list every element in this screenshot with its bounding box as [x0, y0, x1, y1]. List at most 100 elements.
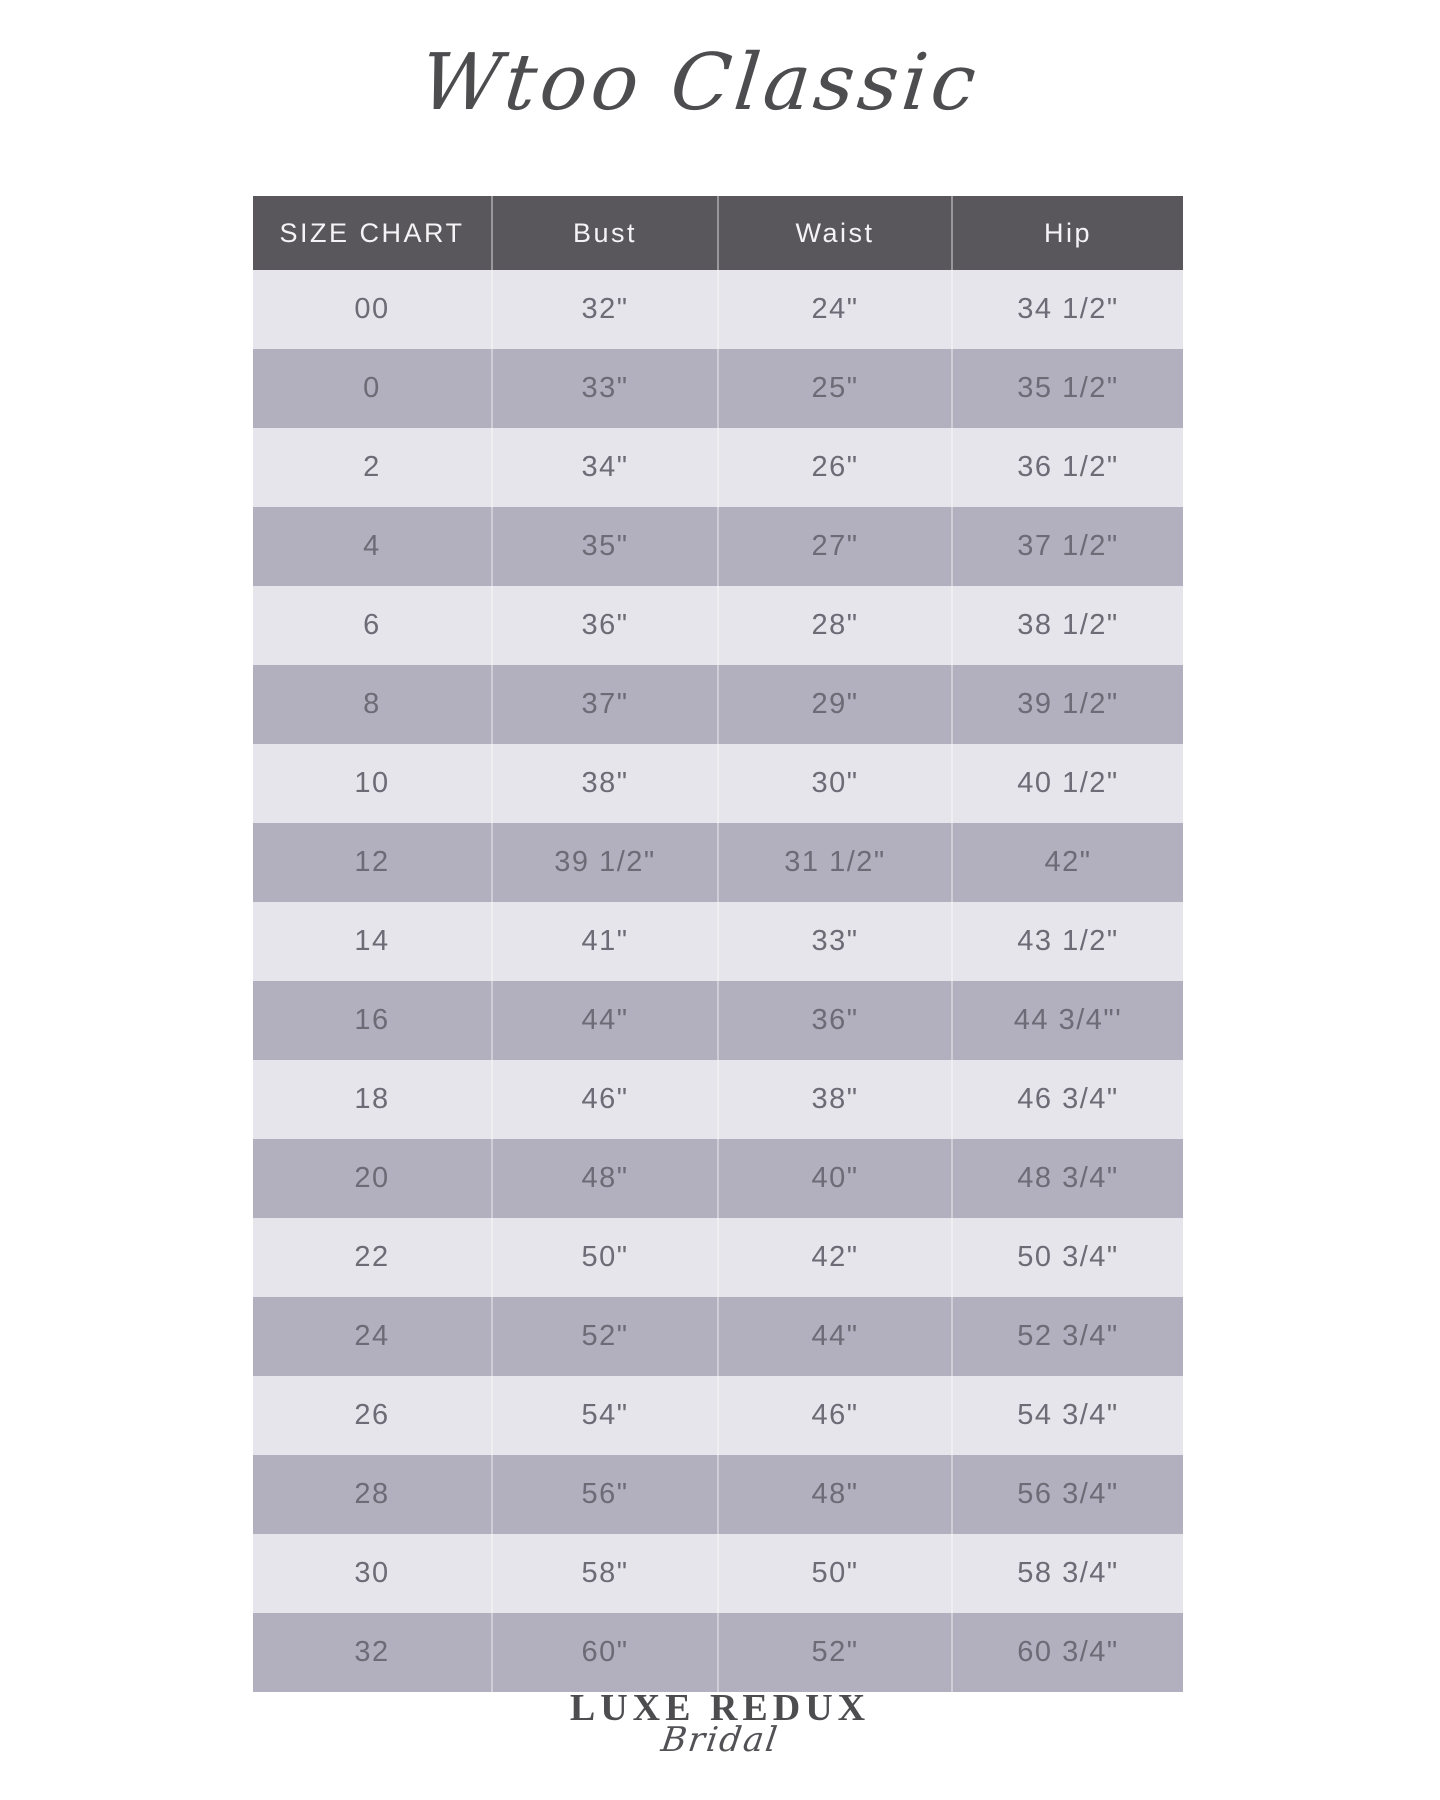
size-chart-body: 00 32" 24" 34 1/2" 0 33" 25" 35 1/2" 2 34" 26" 36 1…	[253, 270, 1183, 1692]
table-row: 18 46" 38" 46 3/4"	[253, 1060, 1183, 1139]
waist-cell: 36"	[717, 981, 952, 1060]
bust-cell: 38"	[491, 744, 718, 823]
hip-cell: 39 1/2"	[951, 665, 1183, 744]
hip-cell: 52 3/4"	[951, 1297, 1183, 1376]
header-waist: Waist	[717, 196, 952, 270]
size-chart-table: SIZE CHART Bust Waist Hip 00 32" 24" 34 1/2…	[253, 196, 1183, 1692]
waist-cell: 42"	[717, 1218, 952, 1297]
bust-cell: 34"	[491, 428, 718, 507]
bust-cell: 44"	[491, 981, 718, 1060]
waist-cell: 38"	[717, 1060, 952, 1139]
brand-name: LUXE REDUX	[569, 1687, 871, 1729]
waist-cell: 28"	[717, 586, 952, 665]
waist-cell: 50"	[717, 1534, 952, 1613]
hip-cell: 36 1/2"	[951, 428, 1183, 507]
table-row: 26 54" 46" 54 3/4"	[253, 1376, 1183, 1455]
table-row: 28 56" 48" 56 3/4"	[253, 1455, 1183, 1534]
size-cell: 10	[253, 744, 492, 823]
header-hip: Hip	[951, 196, 1183, 270]
size-cell: 00	[253, 270, 492, 349]
bust-cell: 33"	[491, 349, 718, 428]
bust-cell: 46"	[491, 1060, 718, 1139]
brand-logo: LUXE REDUX Bridal	[0, 1686, 1440, 1760]
waist-cell: 30"	[717, 744, 952, 823]
hip-cell: 38 1/2"	[951, 586, 1183, 665]
table-row: 16 44" 36" 44 3/4"'	[253, 981, 1183, 1060]
table-row: 30 58" 50" 58 3/4"	[253, 1534, 1183, 1613]
bust-cell: 37"	[491, 665, 718, 744]
waist-cell: 24"	[717, 270, 952, 349]
bust-cell: 54"	[491, 1376, 718, 1455]
waist-cell: 46"	[717, 1376, 952, 1455]
table-row: 14 41" 33" 43 1/2"	[253, 902, 1183, 981]
table-row: 20 48" 40" 48 3/4"	[253, 1139, 1183, 1218]
hip-cell: 42"	[951, 823, 1183, 902]
size-cell: 8	[253, 665, 492, 744]
table-row: 24 52" 44" 52 3/4"	[253, 1297, 1183, 1376]
hip-cell: 44 3/4"'	[951, 981, 1183, 1060]
hip-cell: 37 1/2"	[951, 507, 1183, 586]
size-cell: 2	[253, 428, 492, 507]
header-size-chart: SIZE CHART	[253, 196, 492, 270]
brand-sub-script: Bridal	[658, 1720, 782, 1760]
size-cell: 24	[253, 1297, 492, 1376]
waist-cell: 26"	[717, 428, 952, 507]
size-cell: 14	[253, 902, 492, 981]
hip-cell: 43 1/2"	[951, 902, 1183, 981]
bust-cell: 48"	[491, 1139, 718, 1218]
table-row: 10 38" 30" 40 1/2"	[253, 744, 1183, 823]
bust-cell: 60"	[491, 1613, 718, 1692]
table-row: 32 60" 52" 60 3/4"	[253, 1613, 1183, 1692]
hip-cell: 40 1/2"	[951, 744, 1183, 823]
bust-cell: 50"	[491, 1218, 718, 1297]
waist-cell: 44"	[717, 1297, 952, 1376]
hip-cell: 48 3/4"	[951, 1139, 1183, 1218]
table-row: 6 36" 28" 38 1/2"	[253, 586, 1183, 665]
table-row: 12 39 1/2" 31 1/2" 42"	[253, 823, 1183, 902]
size-cell: 20	[253, 1139, 492, 1218]
size-cell: 32	[253, 1613, 492, 1692]
hip-cell: 34 1/2"	[951, 270, 1183, 349]
waist-cell: 33"	[717, 902, 952, 981]
header-row: SIZE CHART Bust Waist Hip	[253, 196, 1183, 270]
size-cell: 26	[253, 1376, 492, 1455]
size-cell: 28	[253, 1455, 492, 1534]
waist-cell: 31 1/2"	[717, 823, 952, 902]
waist-cell: 48"	[717, 1455, 952, 1534]
hip-cell: 35 1/2"	[951, 349, 1183, 428]
hip-cell: 60 3/4"	[951, 1613, 1183, 1692]
bust-cell: 58"	[491, 1534, 718, 1613]
table-row: 00 32" 24" 34 1/2"	[253, 270, 1183, 349]
size-cell: 30	[253, 1534, 492, 1613]
page-title: Wtoo Classic	[416, 38, 984, 128]
bust-cell: 56"	[491, 1455, 718, 1534]
size-cell: 6	[253, 586, 492, 665]
size-cell: 4	[253, 507, 492, 586]
bust-cell: 52"	[491, 1297, 718, 1376]
table-row: 2 34" 26" 36 1/2"	[253, 428, 1183, 507]
size-cell: 16	[253, 981, 492, 1060]
waist-cell: 29"	[717, 665, 952, 744]
table-row: 0 33" 25" 35 1/2"	[253, 349, 1183, 428]
size-cell: 18	[253, 1060, 492, 1139]
hip-cell: 58 3/4"	[951, 1534, 1183, 1613]
waist-cell: 25"	[717, 349, 952, 428]
header-bust: Bust	[491, 196, 718, 270]
bust-cell: 32"	[491, 270, 718, 349]
hip-cell: 54 3/4"	[951, 1376, 1183, 1455]
waist-cell: 27"	[717, 507, 952, 586]
table-row: 8 37" 29" 39 1/2"	[253, 665, 1183, 744]
size-chart-header: SIZE CHART Bust Waist Hip	[253, 196, 1183, 270]
bust-cell: 41"	[491, 902, 718, 981]
bust-cell: 36"	[491, 586, 718, 665]
waist-cell: 40"	[717, 1139, 952, 1218]
table-row: 4 35" 27" 37 1/2"	[253, 507, 1183, 586]
bust-cell: 35"	[491, 507, 718, 586]
hip-cell: 46 3/4"	[951, 1060, 1183, 1139]
size-cell: 22	[253, 1218, 492, 1297]
table-row: 22 50" 42" 50 3/4"	[253, 1218, 1183, 1297]
size-cell: 0	[253, 349, 492, 428]
hip-cell: 56 3/4"	[951, 1455, 1183, 1534]
hip-cell: 50 3/4"	[951, 1218, 1183, 1297]
